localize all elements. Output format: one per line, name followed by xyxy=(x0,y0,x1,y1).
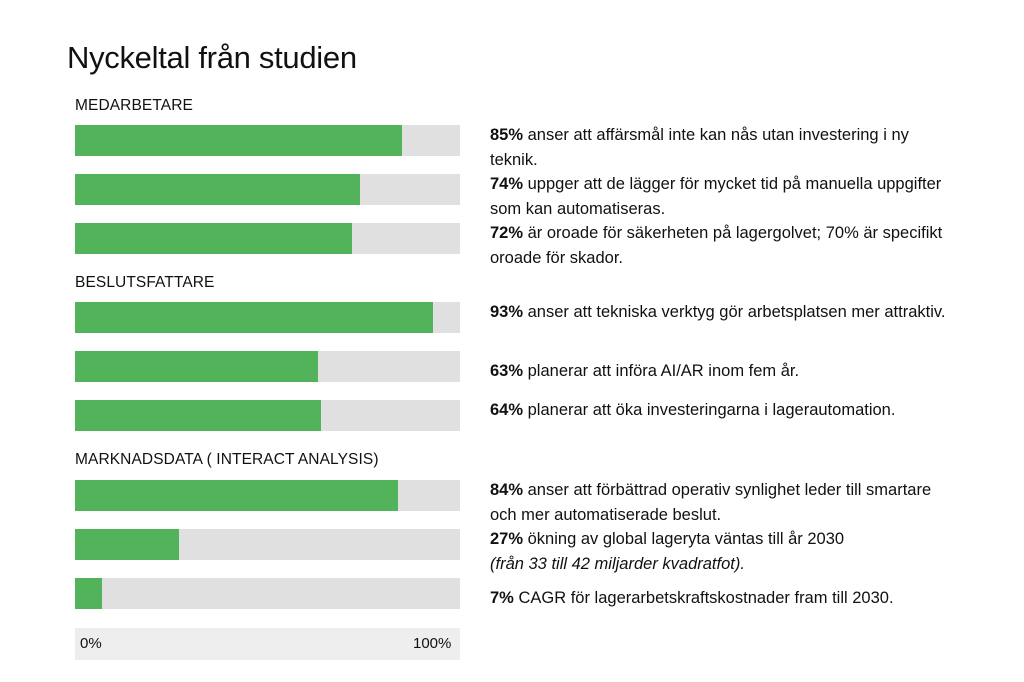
bar-fill xyxy=(75,351,318,382)
bar-fill xyxy=(75,529,179,560)
bar-description: 85% anser att affärsmål inte kan nås uta… xyxy=(490,123,960,173)
section-heading: MEDARBETARE xyxy=(75,97,193,114)
bar-description: 27% ökning av global lageryta väntas til… xyxy=(490,527,960,577)
bar-fill xyxy=(75,578,102,609)
bar-fill xyxy=(75,174,360,205)
description-text: planerar att öka investeringarna i lager… xyxy=(527,401,896,419)
percent-label: 27% xyxy=(490,530,524,548)
bar-track xyxy=(75,578,460,609)
description-text: CAGR för lagerarbetskraftskostnader fram… xyxy=(518,589,894,607)
description-note: (från 33 till 42 miljarder kvadratfot). xyxy=(490,555,745,573)
bar-fill xyxy=(75,480,399,511)
percent-label: 93% xyxy=(490,303,524,321)
axis-band xyxy=(75,628,460,660)
percent-label: 63% xyxy=(490,362,524,380)
bar-description: 7% CAGR för lagerarbetskraftskostnader f… xyxy=(490,586,960,611)
percent-label: 72% xyxy=(490,224,524,242)
tick-label-min: 0% xyxy=(80,635,102,652)
bar-fill xyxy=(75,400,322,431)
percent-label: 74% xyxy=(490,175,524,193)
percent-label: 64% xyxy=(490,401,524,419)
bar-track xyxy=(75,480,460,511)
bar-description: 64% planerar att öka investeringarna i l… xyxy=(490,398,960,423)
description-text: planerar att införa AI/AR inom fem år. xyxy=(527,362,800,380)
bar-track xyxy=(75,125,460,156)
chart-title: Nyckeltal från studien xyxy=(67,40,357,75)
bar-description: 63% planerar att införa AI/AR inom fem å… xyxy=(490,359,960,384)
percent-label: 84% xyxy=(490,481,524,499)
bar-description: 72% är oroade för säkerheten på lagergol… xyxy=(490,221,960,271)
description-text: ökning av global lageryta väntas till år… xyxy=(527,530,845,548)
description-text: anser att tekniska verktyg gör arbetspla… xyxy=(527,303,946,321)
description-text: anser att affärsmål inte kan nås utan in… xyxy=(490,126,909,169)
bar-track xyxy=(75,351,460,382)
section-heading: BESLUTSFATTARE xyxy=(75,274,215,291)
bar-track xyxy=(75,302,460,333)
bar-fill xyxy=(75,302,434,333)
description-text: är oroade för säkerheten på lagergolvet;… xyxy=(490,224,943,267)
bar-track xyxy=(75,529,460,560)
bar-track xyxy=(75,223,460,254)
percent-label: 7% xyxy=(490,589,514,607)
bar-description: 84% anser att förbättrad operativ synlig… xyxy=(490,478,960,528)
bar-fill xyxy=(75,125,403,156)
bar-fill xyxy=(75,223,353,254)
description-text: anser att förbättrad operativ synlighet … xyxy=(490,481,932,524)
bar-track xyxy=(75,400,460,431)
section-heading: MARKNADSDATA ( INTERACT ANALYSIS) xyxy=(75,451,379,468)
bar-description: 93% anser att tekniska verktyg gör arbet… xyxy=(490,300,960,325)
bar-description: 74% uppger att de lägger för mycket tid … xyxy=(490,172,960,222)
description-text: uppger att de lägger för mycket tid på m… xyxy=(490,175,942,218)
bar-track xyxy=(75,174,460,205)
percent-label: 85% xyxy=(490,126,524,144)
tick-label-max: 100% xyxy=(413,635,452,652)
